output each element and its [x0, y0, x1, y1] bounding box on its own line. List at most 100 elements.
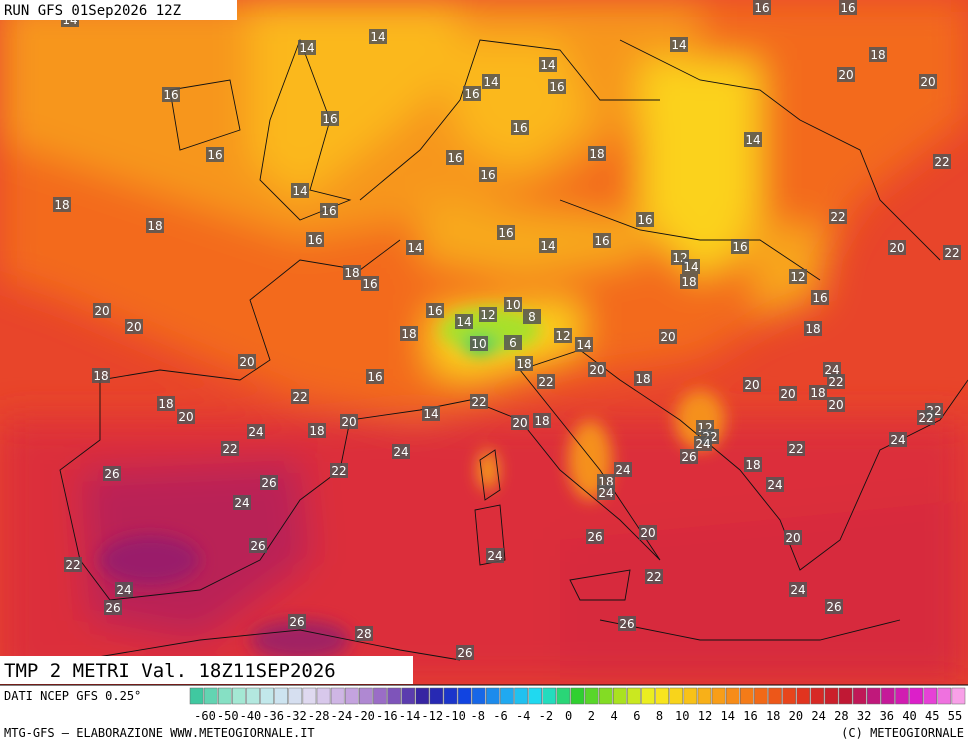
temperature-label: 26: [250, 539, 265, 553]
label-box: [586, 529, 604, 544]
label-box: [406, 240, 424, 255]
label-box: [779, 386, 797, 401]
scale-swatch: [782, 687, 796, 705]
scale-swatch: [838, 687, 853, 705]
label-box: [618, 616, 636, 631]
scale-label: -36: [262, 709, 284, 723]
label-box: [827, 397, 845, 412]
scale-swatch: [740, 687, 754, 705]
scale-swatch: [429, 687, 444, 705]
temperature-label: 14: [299, 41, 314, 55]
temperature-label: 22: [828, 375, 843, 389]
label-box: [789, 269, 807, 284]
temperature-label: 16: [464, 87, 479, 101]
scale-label: 4: [610, 709, 617, 723]
scale-swatch: [457, 687, 472, 705]
label-box: [260, 475, 278, 490]
temperature-label: 26: [681, 450, 696, 464]
scale-label: -12: [421, 709, 443, 723]
scale-swatch: [486, 687, 500, 705]
temperature-label: 14: [683, 260, 698, 274]
temperature-label: 20: [780, 387, 795, 401]
temperature-label: 18: [745, 458, 760, 472]
label-box: [479, 307, 497, 322]
temperature-label: 20: [920, 75, 935, 89]
temperature-label: 18: [401, 327, 416, 341]
temperature-label: 16: [594, 234, 609, 248]
chart-title: TMP 2 METRI Val. 18Z11SEP2026: [4, 660, 336, 682]
temperature-label: 20: [94, 304, 109, 318]
label-box: [539, 238, 557, 253]
scale-swatch: [796, 687, 811, 705]
label-box: [837, 67, 855, 82]
temperature-label: 20: [660, 330, 675, 344]
label-box: [670, 37, 688, 52]
label-box: [597, 485, 615, 500]
temperature-label: 24: [116, 583, 131, 597]
temperature-label: 18: [870, 48, 885, 62]
temperature-label: 20: [889, 241, 904, 255]
scale-label: 28: [834, 709, 848, 723]
temperature-label: 12: [555, 329, 570, 343]
label-box: [787, 441, 805, 456]
label-box: [511, 415, 529, 430]
label-box: [533, 413, 551, 428]
temperature-label: 16: [549, 80, 564, 94]
temperature-label: 24: [234, 496, 249, 510]
scale-label: 16: [743, 709, 757, 723]
temperature-label: 22: [944, 246, 959, 260]
label-box: [575, 337, 593, 352]
temperature-label: 16: [447, 151, 462, 165]
scale-swatch: [302, 687, 317, 705]
scale-swatch: [373, 687, 387, 705]
label-box: [146, 218, 164, 233]
temperature-label: 14: [576, 338, 591, 352]
temperature-label: 14: [407, 241, 422, 255]
scale-swatch: [895, 687, 909, 705]
label-box: [247, 424, 265, 439]
temperature-label: 18: [54, 198, 69, 212]
label-box: [933, 154, 951, 169]
label-box: [888, 240, 906, 255]
temperature-label: 20: [640, 526, 655, 540]
label-box: [839, 0, 857, 15]
label-box: [588, 362, 606, 377]
scale-swatch: [556, 687, 571, 705]
label-box: [361, 276, 379, 291]
temperature-label: 16: [322, 112, 337, 126]
temperature-label: 22: [646, 570, 661, 584]
temperature-label: 16: [840, 1, 855, 15]
temperature-label: 14: [540, 239, 555, 253]
run-box: [0, 0, 237, 20]
temperature-label: 24: [393, 445, 408, 459]
scale-label: 32: [857, 709, 871, 723]
temperature-label: 20: [126, 320, 141, 334]
label-box: [320, 203, 338, 218]
temperature-label: 22: [918, 411, 933, 425]
scale-swatch: [824, 687, 839, 705]
scale-swatch: [330, 687, 345, 705]
label-box: [470, 394, 488, 409]
temperature-label: 20: [744, 378, 759, 392]
temperature-label: 24: [695, 437, 710, 451]
label-box: [829, 209, 847, 224]
label-box: [456, 645, 474, 660]
scale-swatch: [655, 687, 669, 705]
copyright-label: (C) METEOGIORNALE: [841, 726, 964, 740]
temperature-label: 18: [516, 357, 531, 371]
temperature-label: 16: [427, 304, 442, 318]
temperature-label: 16: [367, 370, 382, 384]
label-box: [482, 74, 500, 89]
temperature-label: 24: [615, 463, 630, 477]
scale-swatch: [627, 687, 641, 705]
scale-swatch: [500, 687, 514, 705]
label-box: [869, 47, 887, 62]
temperature-label: 14: [483, 75, 498, 89]
temperature-label: 22: [222, 442, 237, 456]
temperature-label: 26: [289, 615, 304, 629]
label-box: [823, 362, 841, 377]
temperature-label: 14: [540, 58, 555, 72]
scale-swatch: [344, 687, 359, 705]
label-box: [249, 538, 267, 553]
scale-swatch: [542, 687, 557, 705]
